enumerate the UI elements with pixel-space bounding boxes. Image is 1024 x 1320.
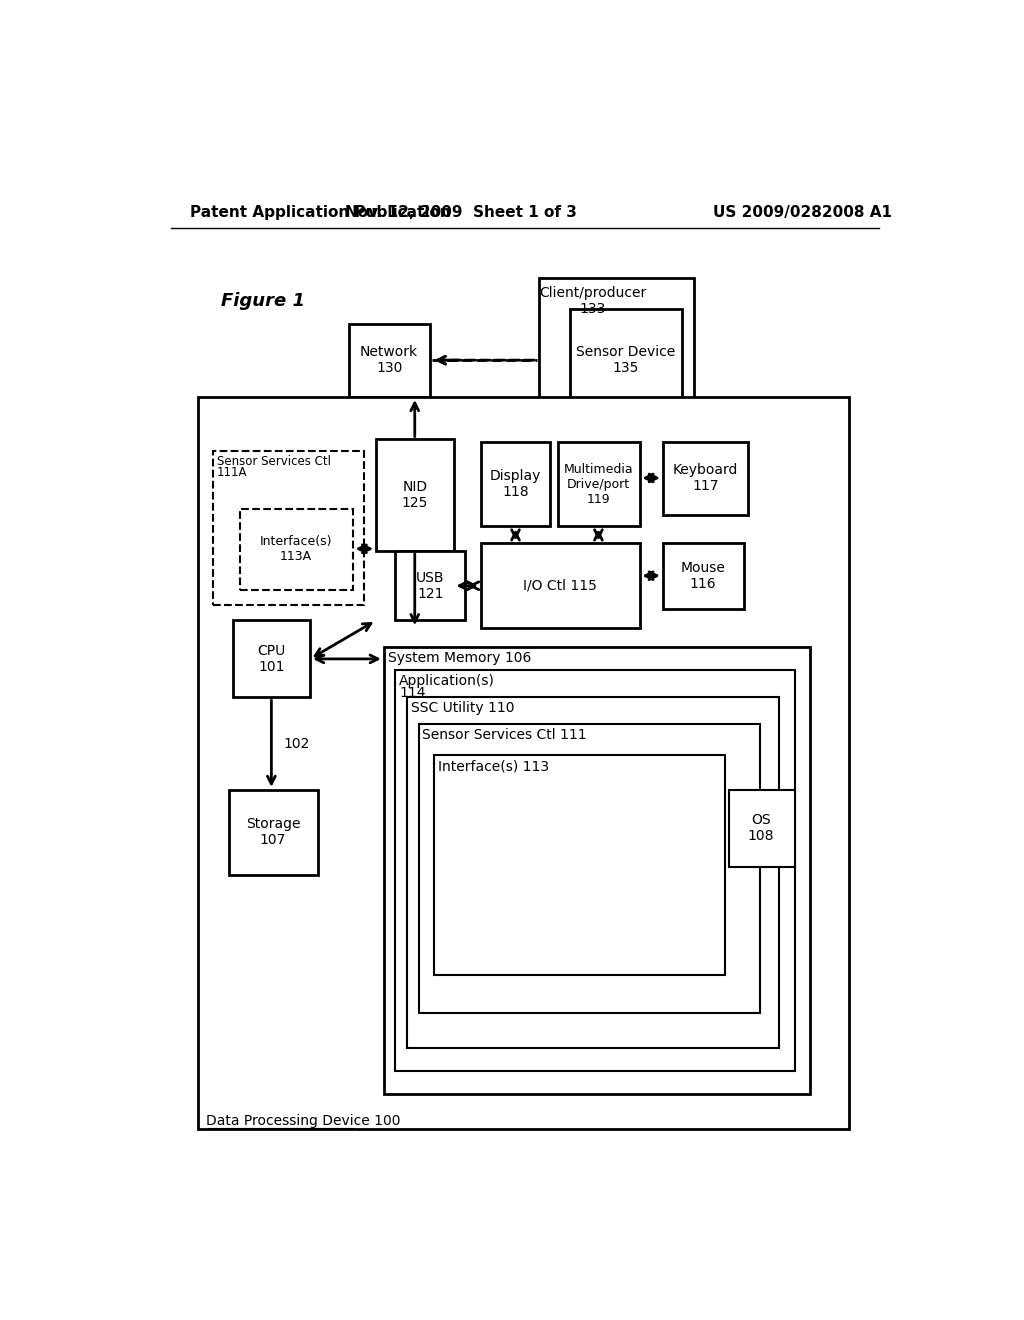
Text: System Memory 106: System Memory 106 — [388, 651, 531, 665]
Bar — [384, 647, 810, 1094]
Text: NID
125: NID 125 — [401, 479, 428, 510]
Text: Interface(s) 113: Interface(s) 113 — [438, 759, 549, 774]
Text: Application(s): Application(s) — [399, 675, 496, 688]
Bar — [232, 620, 310, 697]
Text: Client/producer
133: Client/producer 133 — [540, 285, 646, 315]
Text: CPU
101: CPU 101 — [257, 644, 286, 675]
Text: Figure 1: Figure 1 — [221, 292, 305, 310]
Text: Data Processing Device 100: Data Processing Device 100 — [206, 1114, 400, 1127]
Text: Multimedia
Drive/port
119: Multimedia Drive/port 119 — [563, 462, 633, 506]
Bar — [434, 755, 725, 974]
Bar — [228, 789, 317, 875]
Text: Sensor Services Ctl 111: Sensor Services Ctl 111 — [423, 729, 587, 742]
Bar — [480, 442, 550, 527]
Bar — [349, 323, 430, 397]
Text: Nov. 12, 2009  Sheet 1 of 3: Nov. 12, 2009 Sheet 1 of 3 — [345, 205, 578, 220]
Bar — [198, 397, 849, 1129]
Bar — [663, 442, 748, 515]
Text: Interface(s)
113A: Interface(s) 113A — [260, 535, 333, 562]
Bar — [729, 789, 795, 867]
Bar — [663, 544, 744, 609]
Text: Patent Application Publication: Patent Application Publication — [190, 205, 451, 220]
Text: I/O Ctl 115: I/O Ctl 115 — [522, 578, 597, 593]
Text: Display
118: Display 118 — [489, 469, 542, 499]
Text: 111A: 111A — [217, 466, 248, 479]
Text: SSC Utility 110: SSC Utility 110 — [411, 701, 514, 715]
Bar — [241, 508, 352, 590]
Text: OS
108: OS 108 — [748, 813, 774, 843]
Text: Keyboard
117: Keyboard 117 — [673, 463, 738, 494]
Bar — [213, 451, 365, 605]
Bar — [558, 442, 640, 527]
Bar — [569, 309, 682, 412]
Bar — [395, 552, 465, 620]
Bar — [419, 725, 760, 1014]
Text: Mouse
116: Mouse 116 — [681, 561, 725, 591]
Text: Sensor Device
135: Sensor Device 135 — [575, 345, 675, 375]
Text: 102: 102 — [283, 737, 309, 751]
Bar — [539, 277, 693, 432]
Bar — [480, 544, 640, 628]
Text: Sensor Services Ctl: Sensor Services Ctl — [217, 455, 331, 467]
Bar — [395, 671, 795, 1071]
Bar — [407, 697, 779, 1048]
Text: USB
121: USB 121 — [416, 570, 444, 601]
Text: Storage
107: Storage 107 — [246, 817, 300, 847]
Text: US 2009/0282008 A1: US 2009/0282008 A1 — [713, 205, 892, 220]
Text: Network
130: Network 130 — [360, 345, 418, 375]
Bar — [376, 440, 454, 552]
Text: 114: 114 — [399, 686, 426, 700]
